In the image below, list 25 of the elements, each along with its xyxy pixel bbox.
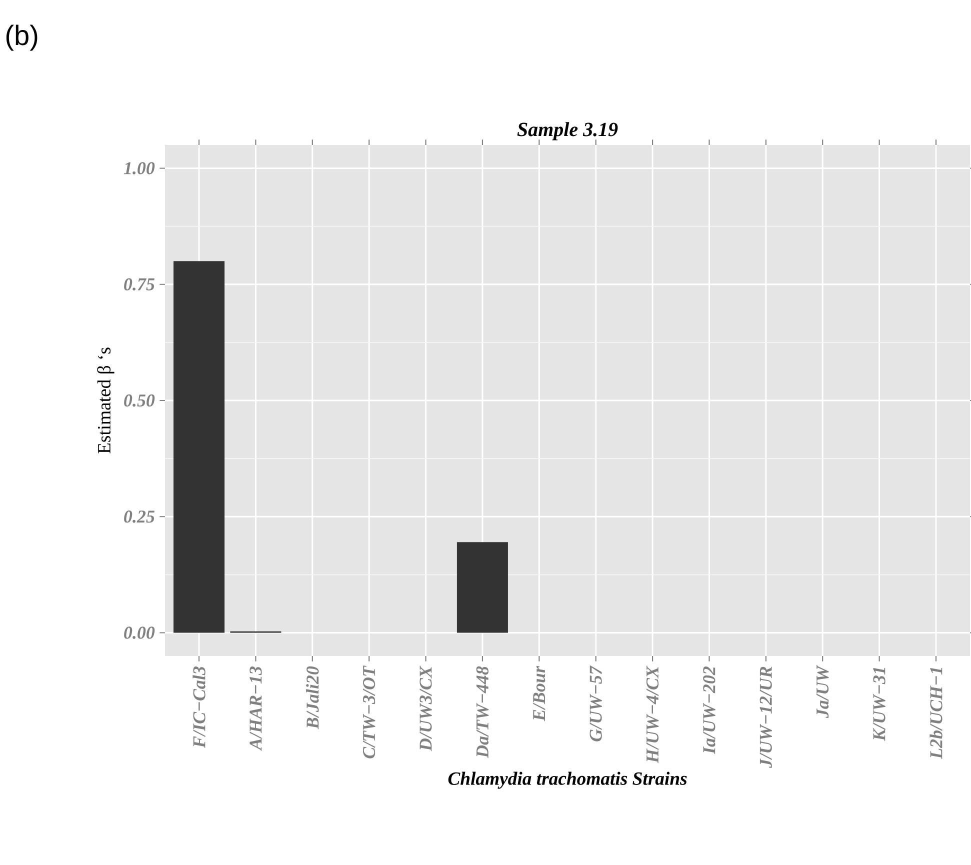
x-tick-label: C/TW−3/OT — [362, 665, 376, 758]
x-tick-label: E/Bour — [533, 666, 546, 722]
y-tick-label: 0.00 — [124, 626, 155, 639]
x-tick-label: A/HAR−13 — [250, 666, 262, 751]
x-tick-label: L2b/UCH−1 — [930, 668, 942, 760]
bar — [456, 542, 508, 633]
x-tick-label: K/UW−31 — [873, 668, 886, 742]
x-tick-label: Da/TW−448 — [476, 666, 489, 758]
x-tick-label: J/UW−12/UR — [760, 666, 772, 768]
x-tick-label: Ja/UW — [816, 664, 829, 718]
x-tick-label: H/UW−4/CX — [646, 666, 659, 764]
x-tick-label: B/Jali20 — [306, 666, 319, 730]
bar — [174, 261, 225, 633]
chart-title: Sample 3.19 — [517, 122, 618, 140]
text: (b) — [6, 24, 38, 51]
y-tick-label: 0.50 — [124, 394, 155, 407]
x-tick-label: D/UW3/CX — [420, 666, 432, 752]
y-tick-label: 0.25 — [124, 510, 154, 523]
x-axis-title: Chlamydia trachomatis Strains — [448, 772, 687, 789]
x-tick-label: F/IC−Cal3 — [192, 666, 206, 748]
x-tick-label: Ia/UW−202 — [703, 666, 716, 754]
x-tick-label: G/UW−57 — [590, 665, 602, 742]
y-tick-label: 1.00 — [124, 162, 155, 174]
y-axis-title: Estimated β ‘s — [97, 348, 114, 454]
y-tick-label: 0.75 — [124, 278, 154, 290]
